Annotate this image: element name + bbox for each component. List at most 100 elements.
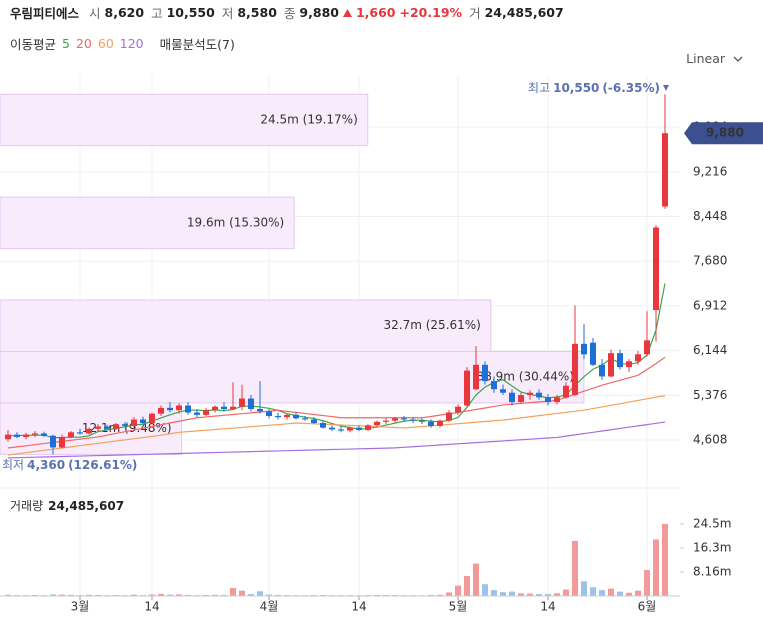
candle-body [392,418,398,421]
candle-body [464,370,470,406]
candle-body [122,424,128,426]
volume-title: 거래량 24,485,607 [10,499,124,513]
candle-body [509,392,515,403]
candle-body [86,428,92,434]
quote-header: 우림피티에스 시 8,620 고 10,550 저 8,580 종 9,880 1,66… [10,3,564,22]
candle-body [203,410,209,415]
low-annotation: 최저 4,360 (126.61%) [2,458,137,472]
volume-bar [518,593,524,596]
candle-body [644,340,650,355]
candle-body [5,434,11,440]
candle-body [419,420,425,422]
open-value: 8,620 [104,5,145,20]
candle-body [131,419,137,426]
volume-profile-label: 12.1m (9.48%) [82,421,172,435]
candle-body [473,364,479,390]
candle-body [302,418,308,420]
volume-bar [95,594,101,596]
volume-bar [5,594,11,596]
candle-body [347,427,353,431]
low-value: 8,580 [237,5,277,20]
candle-body [653,227,659,311]
candle-body [293,414,299,419]
high-annotation-change: (-6.35%) [602,81,660,95]
high-annotation-label: 최고 [528,81,550,95]
volume-title-label: 거래량 [10,499,43,513]
volume-bar [662,523,668,596]
volume-profile-label: 32.7m (25.61%) [384,318,481,332]
moving-average-line [7,421,666,459]
candle-body [104,426,110,429]
low-label: 저 [221,6,234,21]
volume-bar [617,591,623,596]
volume-bar [176,594,182,596]
candle-body [374,421,380,426]
volume-bar [266,594,272,596]
candle-body [626,361,632,368]
candle-body [158,407,164,414]
x-tick-label: 14 [351,600,366,614]
volume-bar [608,588,614,596]
legend-entry[interactable]: 60 [97,36,114,51]
low-annotation-label: 최저 [2,458,24,472]
volume-bar [158,593,164,596]
candle-body [527,392,533,396]
legend-title: 이동평균 [10,37,57,52]
volume-bar [635,590,641,596]
last-price-tag [684,122,763,145]
last-price-label: 9,880 [706,126,744,140]
volume-profile-label: 19.6m (15.30%) [187,215,284,229]
volume-bar [644,570,650,596]
volume-bar [257,591,263,596]
candle-body [284,414,290,418]
volume-bar [212,594,218,596]
candle-body [113,424,119,429]
volume-bar [509,591,515,596]
candle-body [545,397,551,403]
low-annotation-value: 4,360 [27,458,65,472]
candle-body [59,436,65,448]
candle-body [311,419,317,423]
candle-body [491,381,497,390]
volume-bar [428,594,434,596]
candle-body [410,419,416,421]
volume-bar [482,584,488,596]
volume-bar [230,588,236,596]
volume-bar [131,594,137,596]
candle-body [365,425,371,430]
high-annotation: 최고 10,550 (-6.35%) [528,81,660,95]
volume-profile-toggle[interactable]: 매물분석도(7) [159,37,235,52]
volume-bar [572,540,578,596]
volume-bar [167,594,173,596]
volume-bar [185,594,191,596]
volume-profile-label: 24.5m (19.17%) [260,112,357,126]
volume-profile-bar [0,196,295,250]
volume-bar [320,594,326,596]
candle-body [41,433,47,436]
scale-label[interactable]: Linear [686,51,725,66]
volume-tick-label: 8.16m [693,564,731,578]
volume-bar [374,594,380,596]
scale-toggle[interactable]: Linear [686,51,743,66]
candle-body [572,343,578,396]
volume-bar [491,590,497,596]
volume-bar [599,590,605,596]
candle-body [77,432,83,434]
y-tick-label: 8,448 [693,209,727,223]
volume-bar [545,594,551,596]
candle-body [455,406,461,413]
volume-bar [626,592,632,596]
y-tick-label: 6,912 [693,298,727,312]
legend-entry[interactable]: 5 [62,36,70,51]
candle-body [554,397,560,403]
candle-body [140,419,146,423]
volume-bar [473,563,479,596]
legend-entry[interactable]: 120 [119,36,144,51]
volume-bar [68,594,74,596]
candle-body [14,434,20,437]
candle-body [95,426,101,429]
moving-average-line [7,395,666,456]
x-tick-label: 5월 [449,600,468,614]
legend-entry[interactable]: 20 [75,36,92,51]
chevron [733,56,743,62]
